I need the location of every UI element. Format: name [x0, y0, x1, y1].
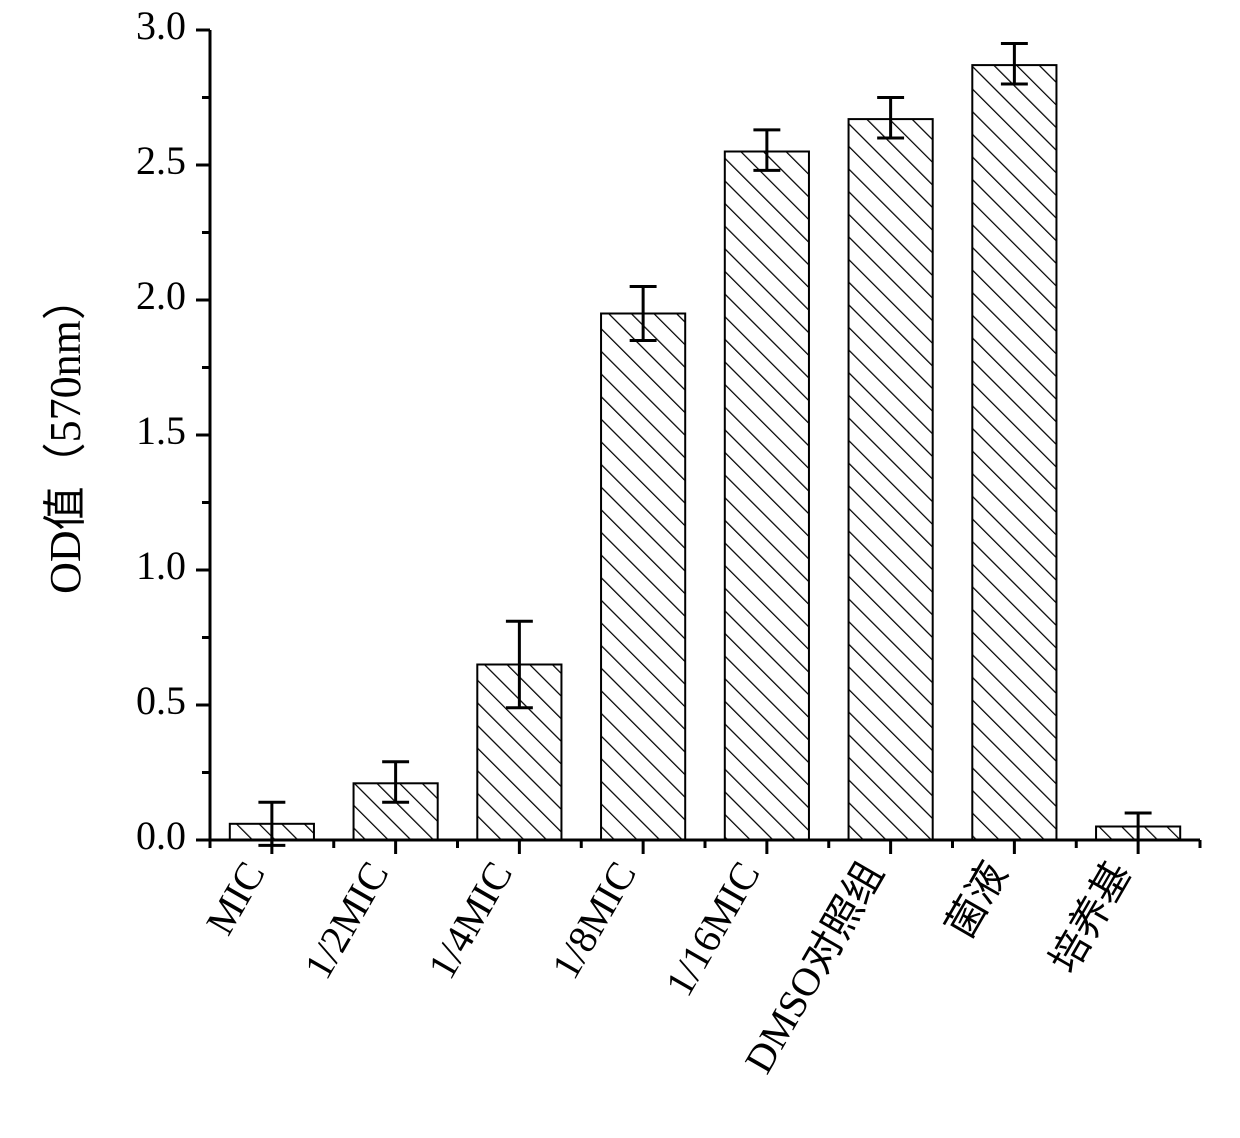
chart-container: 0.0 0.5 1.0 1.5 2.0 2.5 3.0 OD值（570nm） MIC 1/2MIC… — [0, 0, 1240, 1138]
x-tick-label: 1/8MIC — [543, 854, 645, 986]
x-tick-label: 菌液 — [937, 854, 1016, 946]
x-tick-label: 培养基 — [1041, 854, 1140, 980]
y-tick-label: 0.0 — [136, 813, 186, 858]
bar — [972, 65, 1056, 840]
y-tick-label: 1.5 — [136, 408, 186, 453]
y-tick-label: 2.0 — [136, 273, 186, 318]
bar — [849, 119, 933, 840]
x-tick-label: 1/2MIC — [295, 854, 397, 986]
y-tick-label: 2.5 — [136, 138, 186, 183]
bar — [601, 314, 685, 841]
y-tick-label: 1.0 — [136, 543, 186, 588]
y-tick-label: 0.5 — [136, 678, 186, 723]
x-tick-label: MIC — [197, 854, 274, 942]
x-tick-label: 1/16MIC — [656, 854, 768, 1004]
bar-chart: 0.0 0.5 1.0 1.5 2.0 2.5 3.0 OD值（570nm） MIC 1/2MIC… — [0, 0, 1240, 1138]
y-tick-label: 3.0 — [136, 3, 186, 48]
y-axis-label: OD值（570nm） — [41, 276, 90, 594]
bar — [725, 152, 809, 841]
x-tick-label: 1/4MIC — [419, 854, 521, 986]
